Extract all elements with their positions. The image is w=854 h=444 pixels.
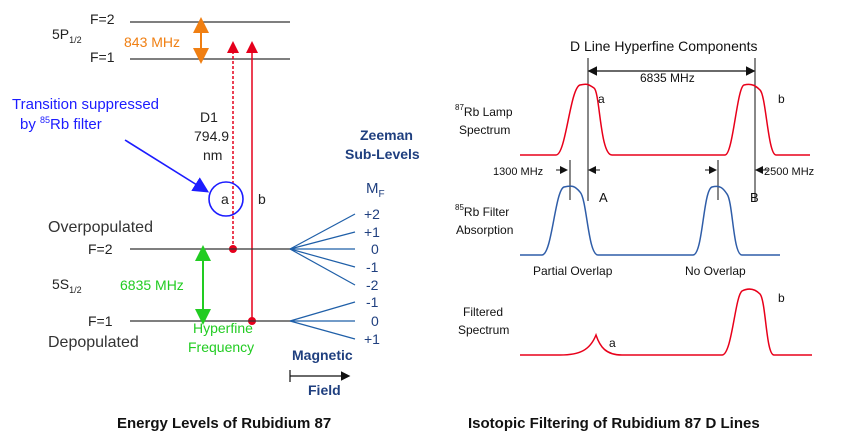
label-dip-B: B	[750, 190, 759, 205]
filter-absorption-curve	[520, 185, 780, 256]
label-filtered: Filtered	[463, 305, 503, 319]
label-5p-f1: F=1	[90, 49, 115, 65]
label-6835-right: 6835 MHz	[640, 71, 695, 85]
label-794: 794.9	[194, 128, 229, 144]
label-d1: D1	[200, 109, 218, 125]
mf-upper-labels: +2 +1 0 -1 -2	[364, 206, 380, 293]
label-filter: 85Rb Filter	[455, 203, 509, 219]
label-no-overlap: No Overlap	[685, 264, 746, 278]
label-mf: MF	[366, 180, 385, 200]
label-5s-f2: F=2	[88, 241, 113, 257]
label-filtered-spectrum: Spectrum	[458, 323, 509, 337]
label-depopulated: Depopulated	[48, 334, 139, 351]
label-5s-f1: F=1	[88, 313, 113, 329]
label-field: Field	[308, 382, 341, 398]
label-peak-a-filtered: a	[609, 336, 616, 350]
mf-upper-label: +2	[364, 206, 380, 222]
label-filter-absorption: Absorption	[456, 223, 513, 237]
label-a-left: a	[221, 191, 229, 207]
suppressed-arrow	[124, 139, 210, 193]
mf-upper-label: -1	[366, 259, 379, 275]
label-zeeman: Zeeman	[360, 127, 413, 143]
mf-upper-label: 0	[371, 241, 379, 257]
label-dip-A: A	[599, 190, 608, 205]
label-partial-overlap: Partial Overlap	[533, 264, 613, 278]
label-sublevels: Sub-Levels	[345, 146, 420, 162]
zeeman-fan-lower	[289, 301, 356, 340]
label-2500-mhz: 2500 MHz	[764, 166, 814, 178]
mf-lower-label: -1	[366, 294, 379, 310]
label-1300-mhz: 1300 MHz	[493, 166, 543, 178]
label-overpopulated: Overpopulated	[48, 219, 153, 236]
suppressed-circle	[208, 181, 244, 217]
right-header: D Line Hyperfine Components	[570, 38, 758, 54]
mf-upper-label: -2	[366, 277, 379, 293]
label-peak-b-top: b	[778, 92, 785, 106]
label-5s: 5S1/2	[52, 276, 82, 295]
lamp-spectrum-curve	[520, 83, 810, 156]
label-6835-left: 6835 MHz	[120, 277, 184, 293]
label-peak-a-top: a	[598, 92, 605, 106]
label-lamp-spectrum: Spectrum	[459, 123, 510, 137]
label-b-left: b	[258, 191, 266, 207]
label-nm: nm	[203, 147, 222, 163]
mf-lower-labels: -1 0 +1	[364, 294, 380, 347]
label-5p-f2: F=2	[90, 11, 115, 27]
label-843-mhz: 843 MHz	[124, 34, 180, 50]
label-magnetic: Magnetic	[292, 347, 353, 363]
label-frequency: Frequency	[188, 339, 254, 355]
filtered-spectrum-curve	[520, 288, 812, 356]
zeeman-fan-upper	[289, 213, 356, 286]
left-caption: Energy Levels of Rubidium 87	[117, 415, 331, 432]
label-5p: 5P1/2	[52, 26, 82, 45]
right-caption: Isotopic Filtering of Rubidium 87 D Line…	[468, 415, 760, 432]
label-hyperfine: Hyperfine	[193, 320, 253, 336]
mf-upper-label: +1	[364, 224, 380, 240]
mf-lower-label: +1	[364, 331, 380, 347]
label-peak-b-filtered: b	[778, 291, 785, 305]
label-lamp: 87Rb Lamp	[455, 103, 513, 119]
suppressed-note-line1: Transition suppressed	[12, 96, 159, 113]
suppressed-note-line2: by 85Rb filter	[20, 115, 102, 133]
mf-lower-label: 0	[371, 313, 379, 329]
